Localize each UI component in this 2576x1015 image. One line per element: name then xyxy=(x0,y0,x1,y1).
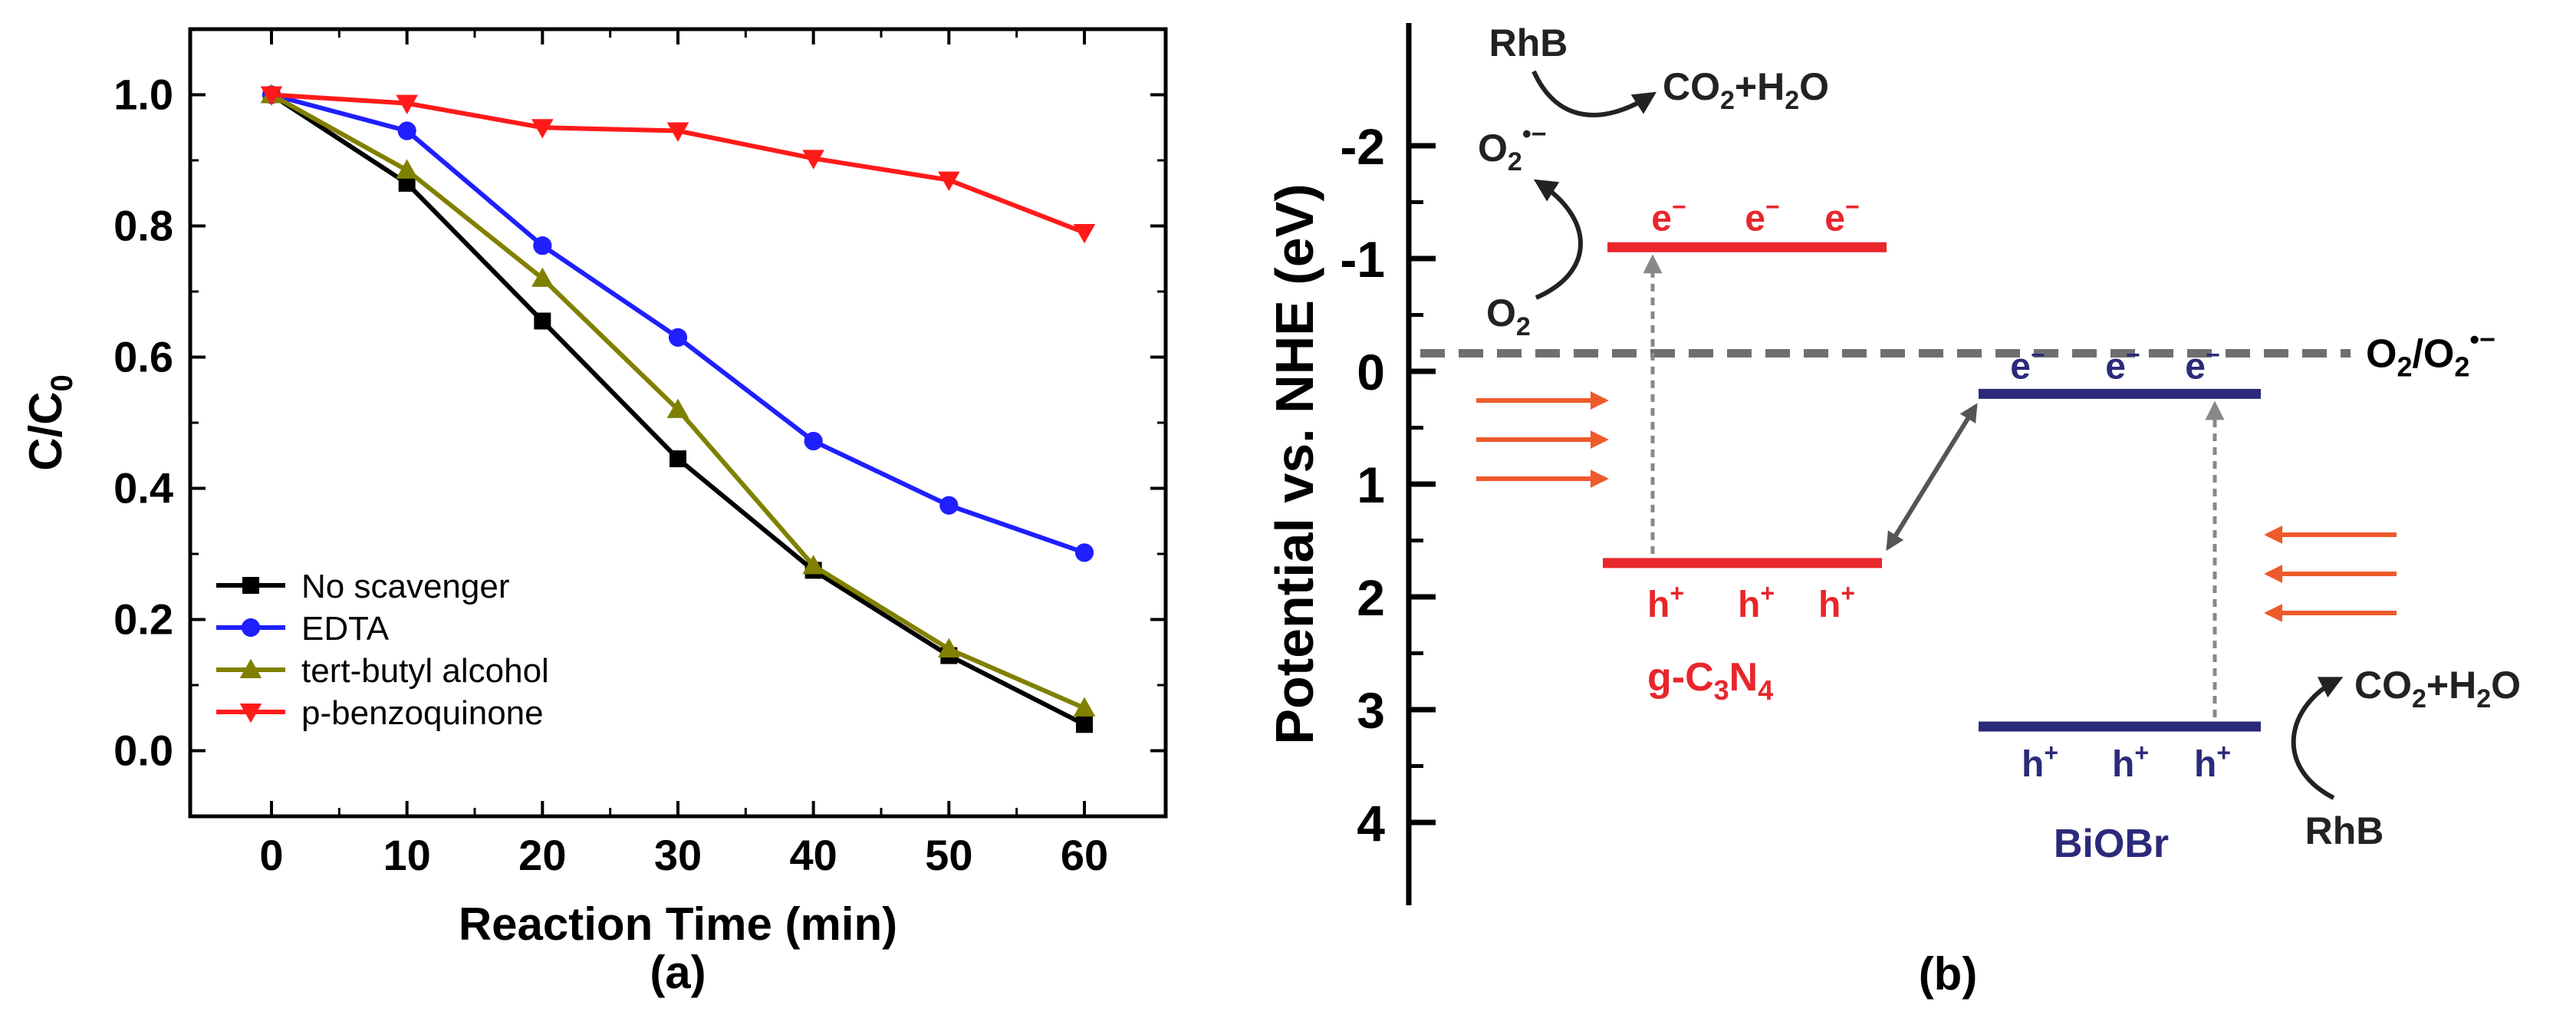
biobr-label: BiOBr xyxy=(2054,822,2169,866)
gcn-electrons: e− e− e− xyxy=(1651,193,1859,239)
hole: h+ xyxy=(2112,739,2149,785)
data-point xyxy=(239,704,262,723)
data-point xyxy=(531,119,554,139)
gcn-label: g-C3N4 xyxy=(1647,655,1773,706)
data-point xyxy=(938,171,960,191)
y-tick-label: 0.8 xyxy=(114,202,173,250)
electron: e− xyxy=(1824,193,1859,239)
o2-label: O2 xyxy=(1486,292,1531,341)
potential-tick-label: 4 xyxy=(1357,795,1385,852)
potential-tick-label: 1 xyxy=(1357,456,1385,513)
hole: h+ xyxy=(1738,579,1775,625)
x-axis-label: Reaction Time (min) xyxy=(459,898,897,950)
rhb-label-bottom: RhB xyxy=(2305,809,2384,852)
hole: h+ xyxy=(2194,739,2231,785)
x-tick-label: 40 xyxy=(790,831,837,879)
o2-reduction-arrow xyxy=(1533,179,1583,300)
legend-label: tert-butyl alcohol xyxy=(301,652,549,690)
hole: h+ xyxy=(1818,579,1855,625)
light-arrows-left xyxy=(1476,391,1609,488)
data-point xyxy=(397,121,416,140)
data-point xyxy=(802,150,824,170)
x-tick-label: 0 xyxy=(259,831,283,879)
electron: e− xyxy=(2010,341,2045,387)
data-point xyxy=(1073,224,1096,244)
superoxide-label: O2•− xyxy=(1478,120,1547,176)
data-point xyxy=(533,236,552,255)
biobr-holes: h+ h+ h+ xyxy=(2022,739,2231,785)
potential-tick-label: 3 xyxy=(1357,682,1385,739)
data-point xyxy=(260,86,283,106)
product-label-top: CO2+H2O xyxy=(1663,65,1829,115)
data-point xyxy=(939,496,959,515)
electron: e− xyxy=(1745,193,1779,239)
o2-couple-label: O2/O2•− xyxy=(2366,323,2495,382)
gcn-holes: h+ h+ h+ xyxy=(1647,579,1855,625)
light-arrows-right xyxy=(2264,526,2397,622)
legend: No scavenger EDTA tert-butyl alcohol p-benz… xyxy=(216,568,549,732)
y-tick-label: 0.4 xyxy=(114,464,173,512)
rhb-oxidation-arrow-bottom xyxy=(2291,677,2344,800)
data-point xyxy=(666,398,689,418)
x-tick-label: 30 xyxy=(654,831,702,879)
data-point xyxy=(804,431,823,451)
panel-b-band-diagram: -2 -1 0 1 2 3 4 Potential vs. NHE (eV) O2/O2•−… xyxy=(1265,21,2521,1000)
x-tick-label: 60 xyxy=(1061,831,1108,879)
y-tick-label: 1.0 xyxy=(114,71,173,119)
data-point xyxy=(668,328,688,347)
electron: e− xyxy=(2185,341,2219,387)
electron: e− xyxy=(1651,193,1686,239)
potential-tick-label: -1 xyxy=(1340,231,1385,288)
potential-tick-label: 0 xyxy=(1357,344,1385,400)
charge-transfer-arrow xyxy=(1886,403,1978,551)
y-tick-label: 0.0 xyxy=(114,727,173,775)
legend-label: EDTA xyxy=(301,610,390,648)
biobr-electrons: e− e− e− xyxy=(2010,341,2219,387)
legend-label: p-benzoquinone xyxy=(301,694,544,732)
axis-ticks: 0 10 20 30 40 50 60 0.0 0.2 0.4 0.6 0.8 1.0 xyxy=(114,29,1166,879)
data-point xyxy=(241,618,261,638)
product-label-bottom: CO2+H2O xyxy=(2354,664,2521,713)
data-point xyxy=(1073,697,1096,717)
x-tick-label: 10 xyxy=(383,831,431,879)
potential-ticks: -2 -1 0 1 2 3 4 xyxy=(1340,118,1436,852)
series-p-benzoquinone xyxy=(260,86,1096,244)
hole: h+ xyxy=(2022,739,2058,785)
panel-a-label: (a) xyxy=(650,947,706,998)
series-group xyxy=(260,84,1096,733)
potential-tick-label: -2 xyxy=(1340,118,1385,175)
data-point xyxy=(531,267,554,287)
potential-axis-label: Potential vs. NHE (eV) xyxy=(1265,183,1324,744)
panel-a-chart: 0 10 20 30 40 50 60 0.0 0.2 0.4 0.6 0.8 1.0 No scave… xyxy=(20,27,1168,998)
data-point xyxy=(239,658,262,678)
panel-b-label: (b) xyxy=(1919,948,1978,1000)
legend-label: No scavenger xyxy=(301,568,509,605)
data-point xyxy=(1076,716,1093,733)
data-point xyxy=(802,555,824,575)
data-point xyxy=(666,122,689,142)
data-point xyxy=(396,159,418,179)
rhb-oxidation-arrow-top xyxy=(1531,70,1657,117)
y-axis-label: C/C0 xyxy=(20,374,79,471)
x-tick-label: 20 xyxy=(518,831,566,879)
data-point xyxy=(534,312,551,330)
data-point xyxy=(398,174,416,192)
series-tert-butyl-alcohol xyxy=(260,84,1096,717)
electron: e− xyxy=(2105,341,2140,387)
x-tick-label: 50 xyxy=(925,831,972,879)
y-tick-label: 0.6 xyxy=(114,333,173,381)
rhb-label-top: RhB xyxy=(1489,21,1568,64)
potential-tick-label: 2 xyxy=(1357,569,1385,626)
data-point xyxy=(396,94,418,114)
data-point xyxy=(669,450,686,468)
data-point xyxy=(1074,543,1094,562)
y-tick-label: 0.2 xyxy=(114,595,173,644)
data-point xyxy=(938,638,960,657)
data-point xyxy=(242,577,259,594)
hole: h+ xyxy=(1647,579,1684,625)
